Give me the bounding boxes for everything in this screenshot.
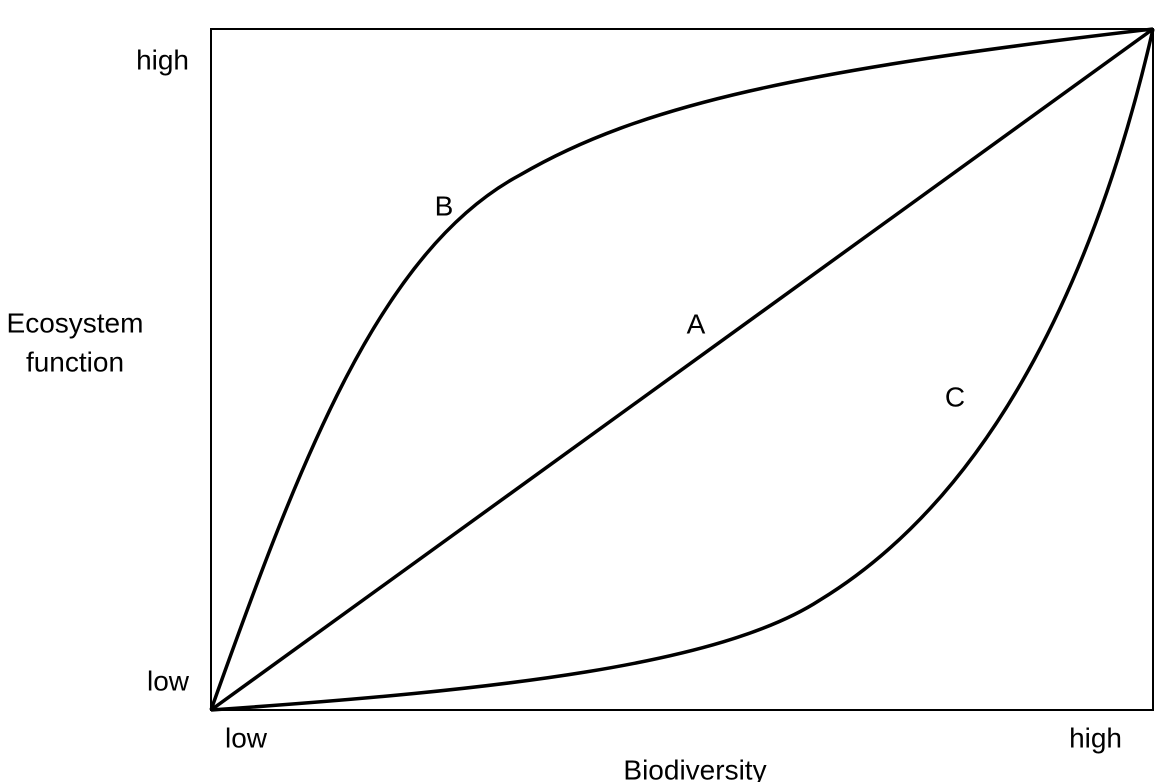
plot-frame [210, 28, 1154, 711]
y-axis-label: Ecosystem [7, 307, 144, 338]
curve-a [209, 27, 1155, 712]
y-low-label: low [147, 665, 190, 696]
x-high-label: high [1069, 722, 1122, 753]
curve-label: A [687, 308, 706, 339]
y-high-label: high [136, 44, 189, 75]
x-low-label: low [225, 722, 268, 753]
curve-b [209, 27, 1154, 711]
y-axis-label: function [26, 346, 124, 377]
curve-c [210, 28, 1155, 712]
curve-label: C [945, 381, 965, 412]
curve-label: B [435, 190, 454, 221]
x-axis-label: Biodiversity [623, 754, 766, 782]
